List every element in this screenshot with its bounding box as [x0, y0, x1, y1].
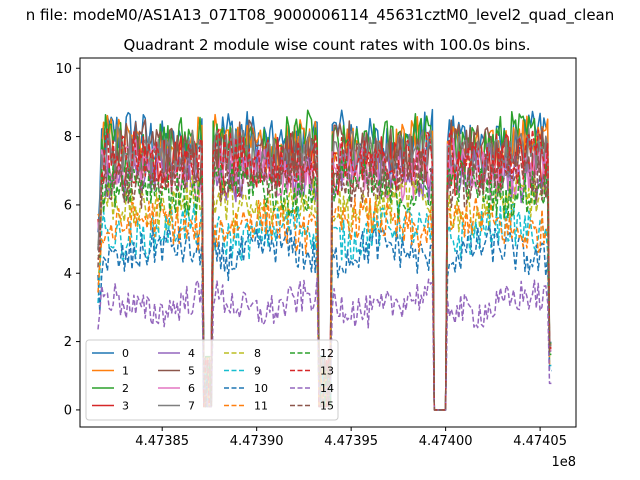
x-tick-label: 4.47395 — [324, 434, 378, 449]
legend-label-5: 5 — [188, 365, 195, 378]
y-tick-label: 6 — [64, 198, 72, 213]
legend-label-13: 13 — [320, 365, 334, 378]
legend-label-7: 7 — [188, 400, 195, 413]
x-tick-label: 4.47400 — [419, 434, 473, 449]
y-axis: 0 2 4 6 8 10 — [55, 62, 80, 418]
legend-label-9: 9 — [254, 365, 261, 378]
plot-frame — [79, 57, 577, 428]
y-tick-label: 2 — [64, 335, 72, 350]
y-tick-label: 4 — [64, 267, 72, 282]
y-tick-label: 0 — [64, 403, 72, 418]
y-tick-label: 8 — [64, 130, 72, 145]
legend-label-11: 11 — [254, 400, 268, 413]
legend-label-10: 10 — [254, 382, 268, 395]
x-offset-label: 1e8 — [551, 455, 576, 470]
y-tick-label: 10 — [55, 62, 72, 77]
legend-label-6: 6 — [188, 382, 195, 395]
legend-label-12: 12 — [320, 347, 334, 360]
legend-label-3: 3 — [122, 400, 129, 413]
figure-suptitle: n file: modeM0/AS1A13_071T08_9000006114_… — [25, 6, 615, 24]
x-axis: 4.47385 4.47390 4.47395 4.47400 4.47405 — [135, 427, 567, 449]
legend-label-14: 14 — [320, 382, 334, 395]
chart-title: Quadrant 2 module wise count rates with … — [123, 36, 530, 54]
x-tick-label: 4.47390 — [230, 434, 284, 449]
legend-label-0: 0 — [122, 347, 129, 360]
legend-label-15: 15 — [320, 400, 334, 413]
x-tick-label: 4.47405 — [513, 434, 567, 449]
series-line-14 — [97, 277, 552, 411]
legend-label-1: 1 — [122, 365, 129, 378]
legend-box — [85, 339, 339, 421]
legend-label-2: 2 — [122, 382, 129, 395]
series-line-8 — [97, 173, 552, 411]
legend-label-4: 4 — [188, 347, 195, 360]
x-tick-label: 4.47385 — [135, 434, 189, 449]
legend-label-8: 8 — [254, 347, 261, 360]
